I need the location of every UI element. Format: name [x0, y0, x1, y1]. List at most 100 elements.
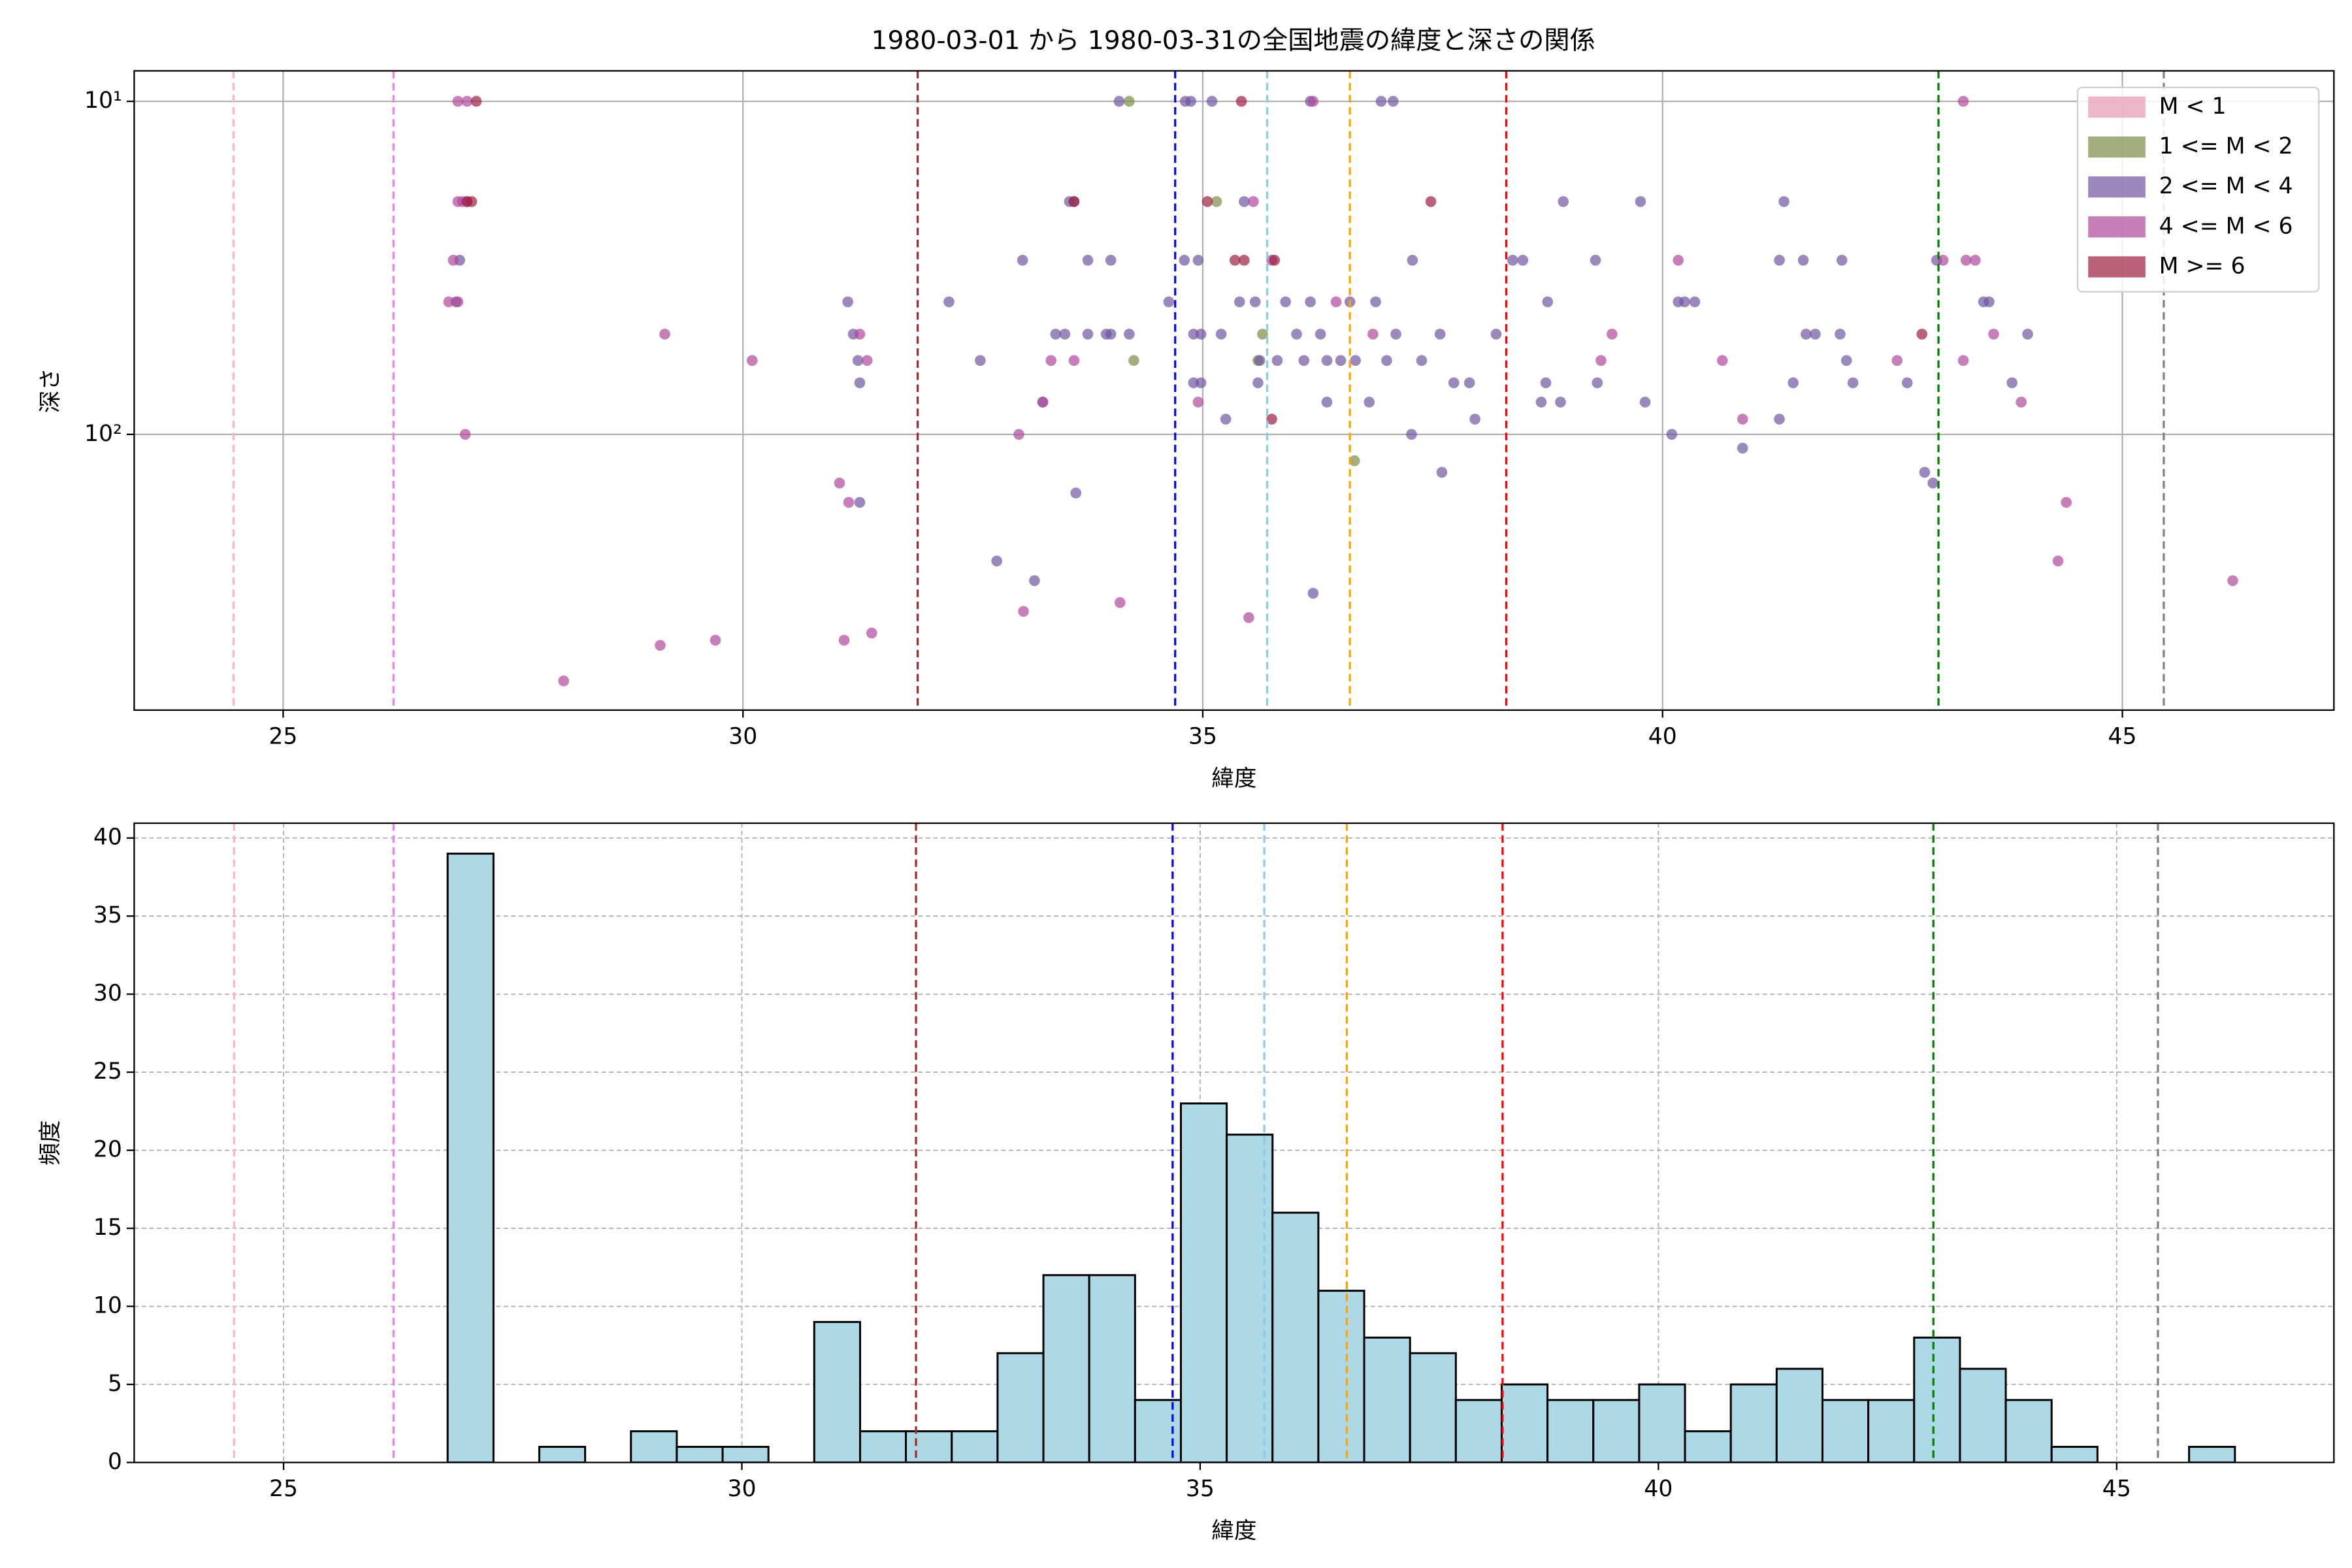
point [659, 329, 670, 340]
point [1957, 355, 1969, 367]
point [1778, 196, 1789, 207]
point [1388, 95, 1399, 107]
point [1233, 296, 1245, 308]
point [655, 640, 666, 651]
point [1239, 255, 1250, 266]
point [470, 95, 482, 107]
y-tick-label: 10¹ [84, 88, 122, 114]
y-tick-label: 10 [93, 1293, 122, 1319]
bar [905, 1430, 953, 1463]
point [1124, 95, 1135, 107]
point [861, 355, 873, 367]
x-tick-label: 40 [1648, 723, 1677, 749]
point [1960, 255, 1972, 266]
plot-area [232, 71, 2238, 710]
point [1045, 355, 1057, 367]
point [1348, 455, 1360, 466]
point [1192, 397, 1204, 408]
point [1666, 429, 1678, 440]
point [1229, 255, 1241, 266]
point [1105, 329, 1117, 340]
bar [721, 1446, 770, 1463]
point [1927, 478, 1938, 489]
point [1128, 355, 1139, 367]
y-tick-label: 30 [93, 981, 122, 1007]
legend-swatch [2088, 176, 2146, 198]
point [1381, 355, 1392, 367]
point [1124, 329, 1135, 340]
point [1330, 296, 1342, 308]
point [1607, 329, 1618, 340]
point [1639, 397, 1651, 408]
point [1835, 329, 1846, 340]
y-tick-label: 0 [108, 1448, 122, 1475]
point [1436, 466, 1448, 478]
legend-label: M < 1 [2159, 93, 2227, 120]
point [1390, 329, 1401, 340]
point [1059, 329, 1071, 340]
point [1192, 255, 1204, 266]
bar [1913, 1336, 1961, 1463]
point [443, 296, 455, 308]
point [1013, 429, 1024, 440]
point [1984, 296, 1995, 308]
bar [1134, 1399, 1182, 1463]
point [1185, 95, 1196, 107]
point [1673, 255, 1684, 266]
point [1195, 377, 1207, 389]
legend-label: 2 <= M < 4 [2159, 173, 2293, 199]
point [1082, 329, 1094, 340]
x-tick-label: 35 [1188, 723, 1217, 749]
point [1201, 196, 1213, 207]
point [1068, 196, 1080, 207]
point [1490, 329, 1502, 340]
point [452, 296, 464, 308]
point [1070, 487, 1082, 498]
bar [538, 1446, 587, 1463]
legend-label: 1 <= M < 2 [2159, 133, 2293, 159]
point [1321, 355, 1333, 367]
point [1239, 196, 1250, 207]
x-tick-label: 40 [1644, 1476, 1673, 1502]
point [1307, 587, 1319, 599]
point [1082, 255, 1094, 266]
point [1988, 329, 1999, 340]
point [459, 429, 471, 440]
bar [1042, 1274, 1090, 1463]
point [842, 296, 853, 308]
y-tick-label: 40 [93, 825, 122, 851]
y-tick-label: 5 [108, 1371, 122, 1397]
chart-title: 1980-03-01 から 1980-03-31の全国地震の緯度と深さの関係 [872, 26, 1595, 56]
point [2022, 329, 2033, 340]
point [558, 675, 570, 687]
point [1315, 329, 1326, 340]
point [1266, 414, 1277, 425]
bar [1684, 1430, 1732, 1463]
point [854, 329, 866, 340]
point [1689, 296, 1701, 308]
point [1507, 255, 1518, 266]
point [1248, 196, 1259, 207]
bar [2050, 1446, 2099, 1463]
point [1737, 442, 1748, 454]
point [1029, 575, 1040, 587]
point [1797, 255, 1809, 266]
point [1017, 255, 1028, 266]
bar [2188, 1446, 2236, 1463]
point [1737, 414, 1748, 425]
point [1179, 255, 1190, 266]
bar [1821, 1399, 1870, 1463]
bar [446, 853, 495, 1463]
point [1810, 329, 1821, 340]
point [1595, 355, 1607, 367]
bar [2004, 1399, 2053, 1463]
point [466, 196, 478, 207]
point [1254, 355, 1266, 367]
point [1370, 296, 1381, 308]
point [1434, 329, 1446, 340]
point [1364, 397, 1375, 408]
point [1590, 255, 1601, 266]
point [843, 497, 855, 508]
point [1291, 329, 1302, 340]
bar [996, 1352, 1045, 1463]
